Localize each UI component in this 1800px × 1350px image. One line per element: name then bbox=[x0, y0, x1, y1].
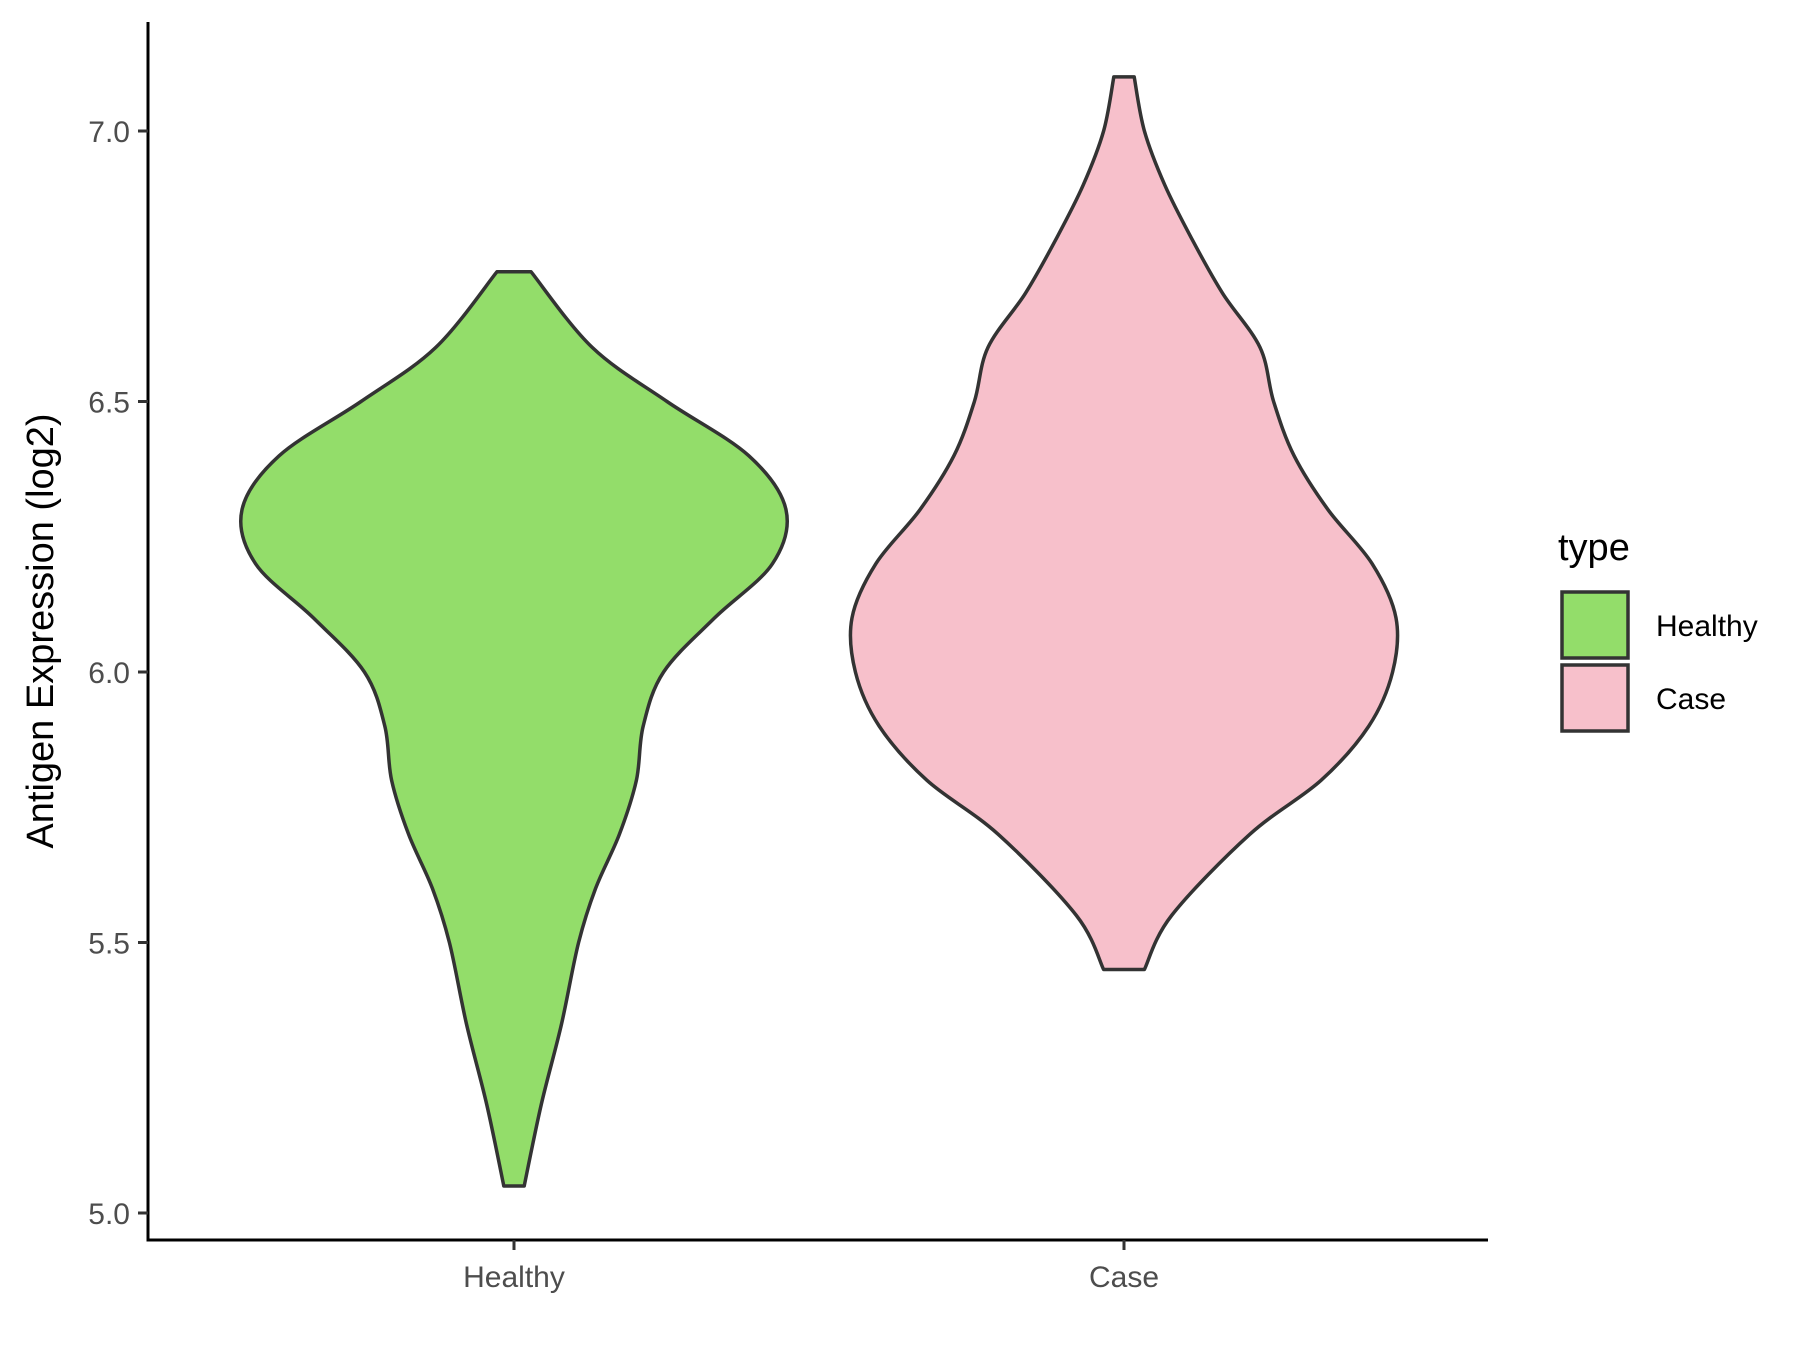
legend-title: type bbox=[1558, 527, 1630, 569]
x-tick-label: Case bbox=[1089, 1261, 1159, 1294]
violin-case bbox=[848, 75, 1400, 972]
violin-layer bbox=[239, 75, 1400, 1188]
y-tick-label: 7.0 bbox=[88, 116, 130, 149]
legend-swatch-healthy bbox=[1560, 590, 1630, 660]
x-tick-label: Healthy bbox=[463, 1261, 565, 1294]
legend-label: Case bbox=[1656, 683, 1726, 716]
axes-layer: 5.0 5.5 6.0 6.5 7.0 Healthy Case Antigen Expres… bbox=[20, 22, 1488, 1294]
legend-label: Healthy bbox=[1656, 610, 1758, 643]
y-tick-label: 6.5 bbox=[88, 387, 130, 420]
legend-swatch-case bbox=[1560, 663, 1630, 733]
y-tick-label: 5.0 bbox=[88, 1198, 130, 1231]
legend: type Healthy Case bbox=[1558, 527, 1758, 733]
violin-healthy bbox=[239, 269, 789, 1188]
y-tick-label: 6.0 bbox=[88, 657, 130, 690]
y-tick-label: 5.5 bbox=[88, 928, 130, 961]
y-axis-title: Antigen Expression (log2) bbox=[20, 413, 62, 848]
